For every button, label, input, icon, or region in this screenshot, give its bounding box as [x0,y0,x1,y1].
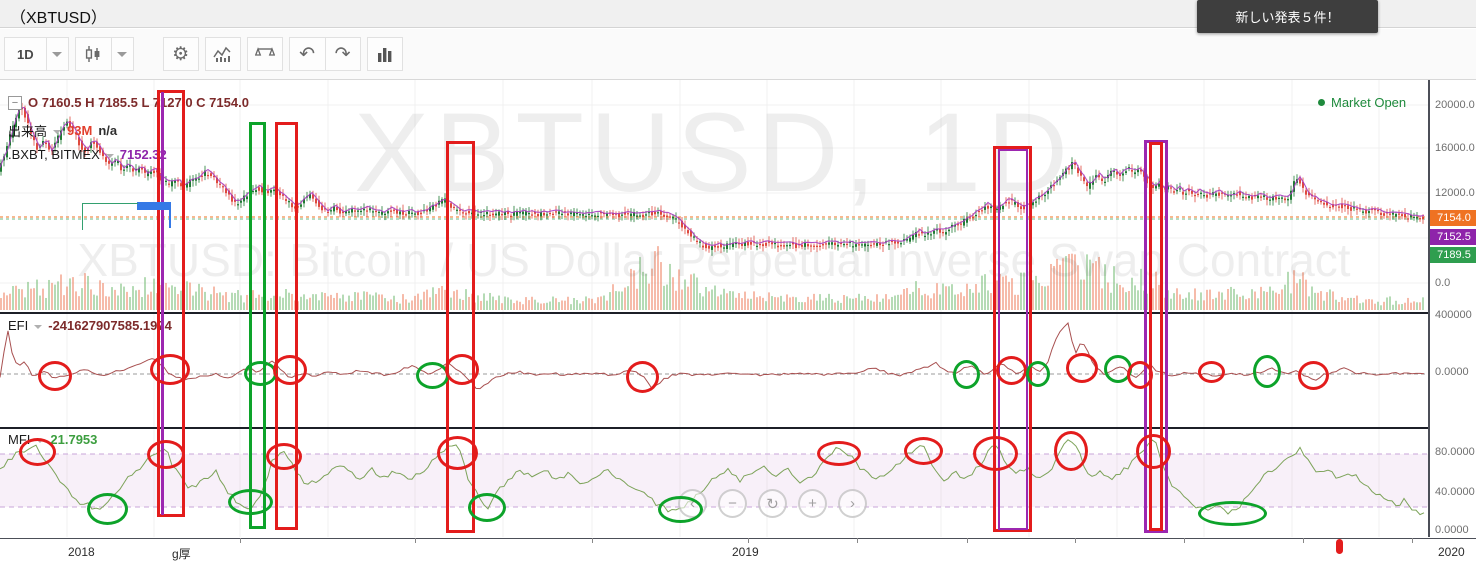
mfi-value: 21.7953 [50,432,98,447]
gear-icon: ⚙ [172,43,190,65]
chart-nav-controls: ‹ − ↻ + › [678,489,867,518]
scales-icon [254,47,275,56]
mfi-label: MFI [8,432,31,447]
time-tick-label: 2020 [1438,545,1465,559]
chevron-down-icon[interactable] [105,153,114,158]
chevron-down-icon [117,51,128,57]
mfi-tick-label: 80.0000 [1435,446,1475,458]
watermark-description: XBTUSD: Bitcoin / US Dollar Perpetual In… [77,234,1351,286]
candlestick-icon [86,46,100,62]
efi-value: -241627907585.1974 [48,318,172,333]
chevron-down-icon[interactable] [34,324,43,329]
time-tick [1412,538,1413,543]
price-tick-label: 16000.0 [1435,142,1475,154]
market-open-dot-icon [1318,99,1325,106]
time-tick [1184,538,1185,543]
chart-toolbar: 1D ⚙ [0,29,1476,80]
market-open-label: Market Open [1331,95,1407,110]
chevron-down-icon[interactable] [53,129,62,134]
undo-button[interactable]: ↶ [288,37,325,71]
time-tick [967,538,968,543]
index-legend: .BXBT, BITMEX 7152.32 [8,147,167,162]
last-price-tag: 7154.0 [1430,210,1476,226]
time-tick-label: 2018 [68,545,95,559]
announcement-toast[interactable]: 新しい発表５件！ [1197,0,1378,33]
chevron-down-icon [52,51,63,57]
price-tick-label: 0.0 [1435,277,1451,289]
pane-separator[interactable] [0,427,1476,429]
index-label: .BXBT, BITMEX [8,147,100,162]
mfi-tick-label: 40.0000 [1435,486,1475,498]
zoom-in-button[interactable]: + [798,489,827,518]
time-tick [240,538,241,543]
index-value: 7152.32 [119,147,167,162]
bar-chart-icon [377,48,392,62]
page-title: （XBTUSD） [10,10,107,27]
mfi-legend: MFI 21.7953 [8,432,97,447]
price-axis[interactable]: 20000.0 16000.0 12000.0 0.0 400000 0.0000 80.0… [1428,80,1476,537]
price-tick-label: 20000.0 [1435,99,1475,111]
efi-tick-label: 400000 [1435,309,1472,321]
scroll-left-button[interactable]: ‹ [678,489,707,518]
collapse-legend-icon[interactable]: − [8,95,22,110]
time-tick [415,538,416,543]
scroll-right-button[interactable]: › [838,489,867,518]
volume-legend: 出来高 93M n/a [8,121,117,140]
chevron-down-icon[interactable] [36,438,45,443]
time-tick-label: g厚 [172,547,191,561]
reset-view-button[interactable]: ↻ [758,489,787,518]
volume-profile-button[interactable] [366,37,403,71]
ohlc-values: O 7160.5 H 7185.5 L 7127.0 C 7154.0 [28,95,249,110]
timeframe-button[interactable]: 1D [4,37,46,71]
indicators-button[interactable] [204,37,241,71]
settings-button[interactable]: ⚙ [162,37,199,71]
timeframe-dropdown-button[interactable] [45,37,69,71]
chart-style-dropdown-button[interactable] [110,37,134,71]
efi-legend: EFI -241627907585.1974 [8,318,172,333]
chart-style-button[interactable] [74,37,111,71]
time-tick-label: 2019 [732,545,759,559]
pane-separator[interactable] [0,312,1476,314]
redo-button[interactable]: ↷ [324,37,361,71]
volume-label: 出来高 [8,124,48,139]
time-tick [1075,538,1076,543]
compare-button[interactable] [246,37,283,71]
volume-value: 93M [67,123,93,138]
last-price-tag: 7189.5 [1430,247,1476,263]
efi-tick-label: 0.0000 [1435,366,1469,378]
efi-label: EFI [8,318,29,333]
time-tick [1303,538,1304,543]
zoom-out-button[interactable]: − [718,489,747,518]
mfi-tick-label: 0.0000 [1435,524,1469,536]
price-tick-label: 12000.0 [1435,187,1475,199]
last-price-tag: 7152.5 [1430,229,1476,245]
time-tick [748,538,749,543]
volume-na: n/a [98,123,118,138]
time-axis[interactable]: 2018 g厚 2019 2020 [0,538,1476,565]
announcement-text: 新しい発表５件！ [1235,10,1340,25]
time-tick [857,538,858,543]
ohlc-legend: − O 7160.5 H 7185.5 L 7127.0 C 7154.0 [8,95,249,110]
market-status: Market Open [1318,95,1406,110]
time-tick [592,538,593,543]
indicators-icon [213,46,231,62]
